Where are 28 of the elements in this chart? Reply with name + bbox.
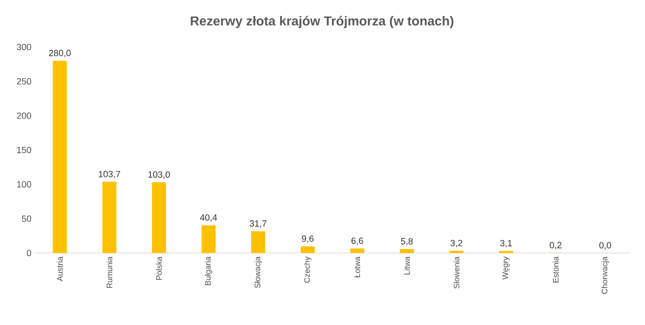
y-tick-label: 0 (26, 250, 32, 256)
y-tick-label: 50 (22, 215, 32, 222)
data-label: 0,0 (599, 242, 612, 250)
bar (350, 248, 364, 253)
bar (152, 182, 166, 253)
data-label: 6,6 (352, 238, 364, 245)
y-tick-label: 250 (16, 78, 32, 85)
chart-title: Rezerwy złota krajów Trójmorza (w tonach) (190, 16, 454, 28)
bar (300, 246, 315, 253)
data-label: 9,6 (302, 235, 314, 243)
data-label: 31,7 (250, 220, 266, 228)
data-label: 5,8 (401, 238, 413, 246)
bar (202, 225, 216, 253)
y-tick-label: 200 (16, 112, 32, 119)
bar (251, 231, 266, 253)
data-label: 40,4 (200, 214, 217, 222)
bar (102, 182, 116, 253)
y-tick-label: 100 (17, 181, 32, 188)
data-label: 103,0 (148, 171, 170, 179)
data-label: 280,0 (49, 50, 71, 58)
bar (400, 249, 414, 253)
data-label: 3,1 (500, 240, 512, 248)
data-label: 3,2 (450, 240, 462, 248)
y-tick-label: 300 (16, 44, 32, 50)
data-label: 103,7 (98, 170, 120, 178)
bar (52, 60, 67, 253)
y-tick-label: 150 (17, 146, 32, 154)
data-label: 0,2 (550, 242, 562, 250)
